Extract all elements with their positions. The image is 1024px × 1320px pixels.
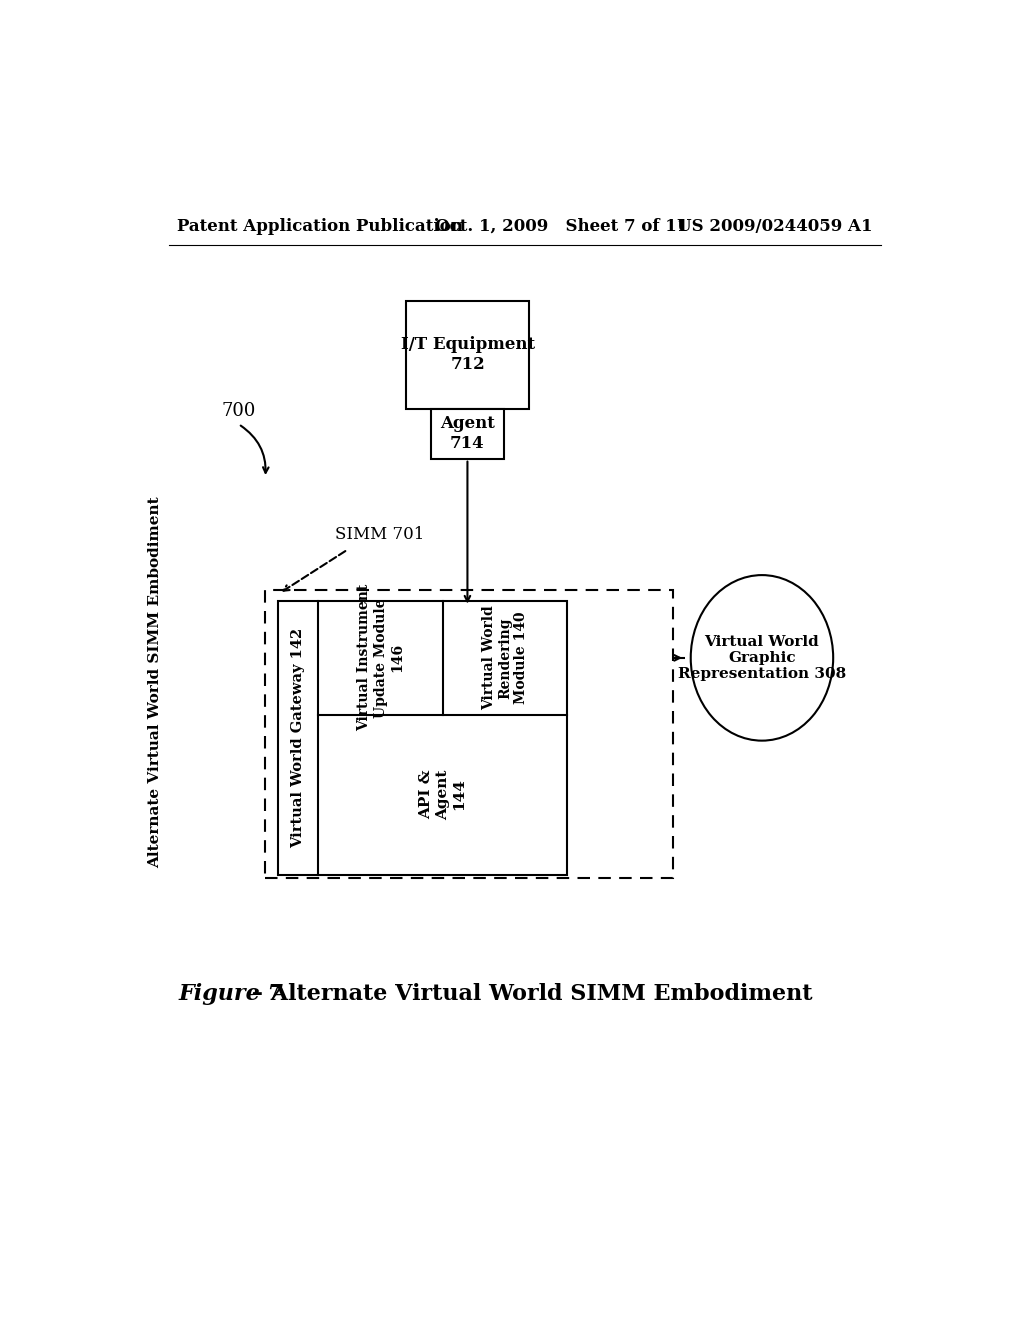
Bar [431,409,504,459]
Bar [407,301,529,409]
Text: – Alternate Virtual World SIMM Embodiment: – Alternate Virtual World SIMM Embodimen… [244,983,812,1005]
Text: I/T Equipment
712: I/T Equipment 712 [400,337,535,374]
Text: Oct. 1, 2009   Sheet 7 of 11: Oct. 1, 2009 Sheet 7 of 11 [435,218,688,235]
Text: Virtual Instrument
Update Module
146: Virtual Instrument Update Module 146 [357,585,403,731]
Bar [279,601,567,875]
Text: Alternate Virtual World SIMM Embodiment: Alternate Virtual World SIMM Embodiment [148,496,162,867]
Text: Agent
714: Agent 714 [440,416,495,451]
Text: API &
Agent
144: API & Agent 144 [420,770,466,820]
Ellipse shape [691,576,834,741]
Text: 700: 700 [221,403,256,420]
Text: Virtual World Gateway 142: Virtual World Gateway 142 [292,628,305,847]
Text: Figure 7: Figure 7 [178,983,284,1005]
Text: US 2009/0244059 A1: US 2009/0244059 A1 [677,218,872,235]
Bar [265,590,674,878]
Text: Patent Application Publication: Patent Application Publication [177,218,463,235]
Text: Virtual World
Rendering
Module 140: Virtual World Rendering Module 140 [481,606,528,710]
Text: Virtual World
Graphic
Representation 308: Virtual World Graphic Representation 308 [678,635,846,681]
Text: SIMM 701: SIMM 701 [335,525,424,543]
